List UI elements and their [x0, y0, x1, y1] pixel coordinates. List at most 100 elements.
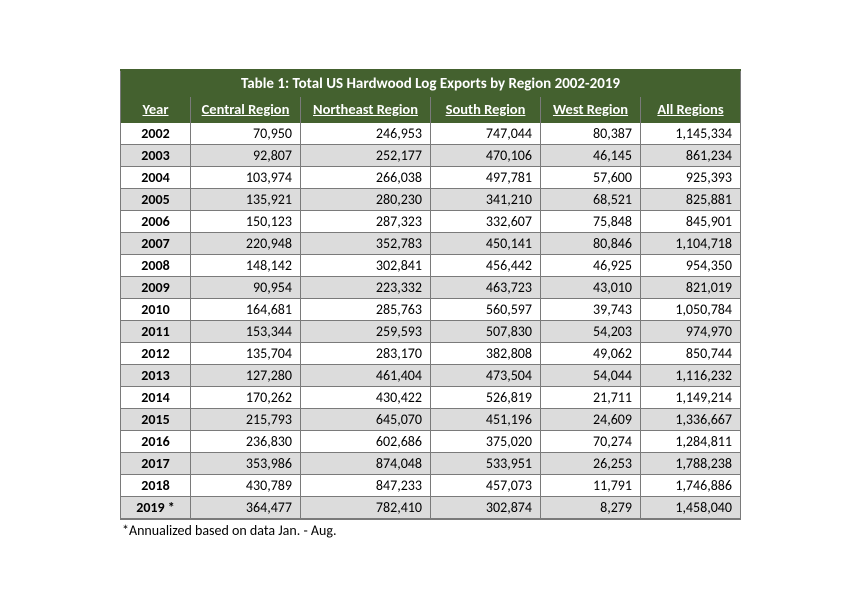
value-cell: 170,262	[191, 386, 301, 408]
value-cell: 266,038	[301, 166, 431, 188]
value-cell: 220,948	[191, 232, 301, 254]
value-cell: 364,477	[191, 496, 301, 519]
year-cell: 2005	[121, 188, 191, 210]
year-cell: 2002	[121, 123, 191, 145]
value-cell: 497,781	[431, 166, 541, 188]
value-cell: 280,230	[301, 188, 431, 210]
value-cell: 54,044	[541, 364, 641, 386]
year-cell: 2010	[121, 298, 191, 320]
value-cell: 645,070	[301, 408, 431, 430]
col-south: South Region	[431, 97, 541, 123]
value-cell: 153,344	[191, 320, 301, 342]
col-all: All Regions	[641, 97, 741, 123]
value-cell: 26,253	[541, 452, 641, 474]
value-cell: 925,393	[641, 166, 741, 188]
value-cell: 341,210	[431, 188, 541, 210]
table-row: 2012135,704283,170382,80849,062850,744	[121, 342, 741, 364]
value-cell: 507,830	[431, 320, 541, 342]
table-row: 2015215,793645,070451,19624,6091,336,667	[121, 408, 741, 430]
value-cell: 39,743	[541, 298, 641, 320]
col-year: Year	[121, 97, 191, 123]
value-cell: 353,986	[191, 452, 301, 474]
year-cell: 2012	[121, 342, 191, 364]
value-cell: 845,901	[641, 210, 741, 232]
value-cell: 246,953	[301, 123, 431, 145]
year-cell: 2011	[121, 320, 191, 342]
value-cell: 287,323	[301, 210, 431, 232]
value-cell: 533,951	[431, 452, 541, 474]
table-header-row: Year Central Region Northeast Region Sou…	[121, 97, 741, 123]
value-cell: 49,062	[541, 342, 641, 364]
value-cell: 1,284,811	[641, 430, 741, 452]
value-cell: 252,177	[301, 144, 431, 166]
value-cell: 430,422	[301, 386, 431, 408]
year-cell: 2008	[121, 254, 191, 276]
value-cell: 602,686	[301, 430, 431, 452]
table-row: 2014170,262430,422526,81921,7111,149,214	[121, 386, 741, 408]
year-cell: 2003	[121, 144, 191, 166]
value-cell: 164,681	[191, 298, 301, 320]
value-cell: 21,711	[541, 386, 641, 408]
exports-table: Table 1: Total US Hardwood Log Exports b…	[120, 69, 741, 520]
table-row: 200392,807252,177470,10646,145861,234	[121, 144, 741, 166]
table-row: 2010164,681285,763560,59739,7431,050,784	[121, 298, 741, 320]
value-cell: 70,950	[191, 123, 301, 145]
value-cell: 259,593	[301, 320, 431, 342]
col-west: West Region	[541, 97, 641, 123]
value-cell: 352,783	[301, 232, 431, 254]
value-cell: 80,387	[541, 123, 641, 145]
value-cell: 1,104,718	[641, 232, 741, 254]
table-row: 2007220,948352,783450,14180,8461,104,718	[121, 232, 741, 254]
value-cell: 135,704	[191, 342, 301, 364]
table-row: 2011153,344259,593507,83054,203974,970	[121, 320, 741, 342]
year-cell: 2018	[121, 474, 191, 496]
value-cell: 46,925	[541, 254, 641, 276]
table-row: 2017353,986874,048533,95126,2531,788,238	[121, 452, 741, 474]
value-cell: 70,274	[541, 430, 641, 452]
value-cell: 46,145	[541, 144, 641, 166]
value-cell: 215,793	[191, 408, 301, 430]
value-cell: 974,970	[641, 320, 741, 342]
table-row: 2008148,142302,841456,44246,925954,350	[121, 254, 741, 276]
value-cell: 1,149,214	[641, 386, 741, 408]
table-footnote: *Annualized based on data Jan. - Aug.	[120, 520, 740, 539]
value-cell: 148,142	[191, 254, 301, 276]
value-cell: 847,233	[301, 474, 431, 496]
value-cell: 1,116,232	[641, 364, 741, 386]
col-central: Central Region	[191, 97, 301, 123]
value-cell: 236,830	[191, 430, 301, 452]
value-cell: 135,921	[191, 188, 301, 210]
value-cell: 68,521	[541, 188, 641, 210]
value-cell: 1,145,334	[641, 123, 741, 145]
value-cell: 150,123	[191, 210, 301, 232]
value-cell: 283,170	[301, 342, 431, 364]
value-cell: 54,203	[541, 320, 641, 342]
year-cell: 2016	[121, 430, 191, 452]
value-cell: 1,336,667	[641, 408, 741, 430]
value-cell: 430,789	[191, 474, 301, 496]
table-title: Table 1: Total US Hardwood Log Exports b…	[121, 70, 741, 97]
value-cell: 463,723	[431, 276, 541, 298]
value-cell: 80,846	[541, 232, 641, 254]
value-cell: 223,332	[301, 276, 431, 298]
table-row: 200270,950246,953747,04480,3871,145,334	[121, 123, 741, 145]
value-cell: 473,504	[431, 364, 541, 386]
value-cell: 302,874	[431, 496, 541, 519]
table-row: 200990,954223,332463,72343,010821,019	[121, 276, 741, 298]
value-cell: 451,196	[431, 408, 541, 430]
table-row: 2016236,830602,686375,02070,2741,284,811	[121, 430, 741, 452]
value-cell: 1,050,784	[641, 298, 741, 320]
value-cell: 457,073	[431, 474, 541, 496]
year-cell: 2007	[121, 232, 191, 254]
year-cell: 2015	[121, 408, 191, 430]
table-row: 2019 *364,477782,410302,8748,2791,458,04…	[121, 496, 741, 519]
value-cell: 103,974	[191, 166, 301, 188]
value-cell: 1,746,886	[641, 474, 741, 496]
value-cell: 456,442	[431, 254, 541, 276]
value-cell: 8,279	[541, 496, 641, 519]
value-cell: 43,010	[541, 276, 641, 298]
year-cell: 2004	[121, 166, 191, 188]
table-row: 2004103,974266,038497,78157,600925,393	[121, 166, 741, 188]
value-cell: 285,763	[301, 298, 431, 320]
value-cell: 127,280	[191, 364, 301, 386]
